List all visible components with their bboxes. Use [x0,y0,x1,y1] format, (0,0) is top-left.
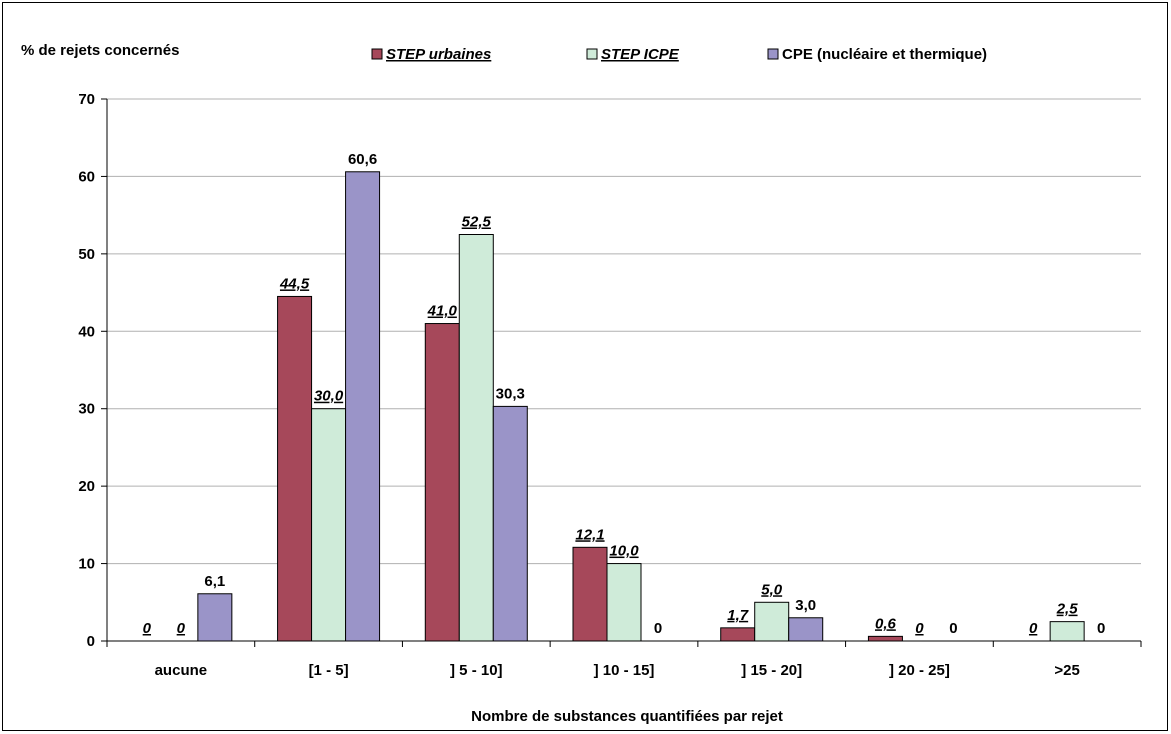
bar [572,546,608,642]
y-tick-label: 20 [78,478,95,495]
data-label: 41,0 [427,303,458,320]
data-label: 0 [915,620,924,637]
axes: 0 10 20 30 40 50 60 70 aucune [1 - 5] ] 5 - 10] ] 1… [78,91,1142,679]
bar [345,171,381,642]
bar-chart: 0 10 20 30 40 50 60 70 aucune [1 - 5] ] 5 - 10] ] 1… [21,42,1142,725]
bar [424,323,460,642]
x-tick-label: [1 - 5] [309,662,349,679]
bar [458,234,494,642]
data-label: 0 [654,620,662,637]
bar [606,563,642,642]
bar [492,405,528,642]
y-tick-label: 50 [78,246,95,263]
x-tick-label: ] 10 - 15] [594,662,655,679]
data-label: 10,0 [609,543,639,560]
legend-swatch [371,48,383,60]
data-label: 12,1 [575,526,604,543]
bar [867,635,903,642]
x-tick-label: >25 [1054,662,1079,679]
bar [311,408,347,642]
data-label: 30,3 [496,385,525,402]
data-label: 5,0 [761,581,783,598]
x-tick-label: ] 5 - 10] [450,662,503,679]
data-label: 0 [1097,620,1105,637]
legend-label: CPE (nucléaire et thermique) [782,46,987,63]
data-label: 30,0 [314,388,344,405]
y-tick-label: 40 [78,323,95,340]
bar [197,593,233,642]
data-label: 52,5 [462,214,492,231]
data-label: 0 [949,620,957,637]
data-label: 0,6 [875,615,897,632]
x-tick-label: aucune [155,662,208,679]
bar [788,617,824,642]
data-label: 3,0 [795,597,816,614]
data-label: 0 [1029,620,1038,637]
bar [1049,621,1085,642]
x-tick-label: ] 20 - 25] [889,662,950,679]
y-axis-title: % de rejets concernés [21,42,179,59]
x-axis-title: Nombre de substances quantifiées par rej… [471,708,783,725]
y-tick-label: 30 [78,401,95,418]
x-tick-label: ] 15 - 20] [741,662,802,679]
data-label: 0 [177,620,186,637]
y-tick-label: 10 [78,556,95,573]
gridlines [107,98,1141,565]
data-label: 2,5 [1056,601,1079,618]
bar [277,295,313,642]
data-label: 0 [143,620,152,637]
y-tick-label: 0 [87,633,95,650]
legend-label: STEP ICPE [601,46,680,63]
data-labels: 0 44,5 41,0 12,1 1,7 0,6 0 0 30,0 52,5 10,0 5,0 0 2,5… [143,151,1106,637]
data-label: 60,6 [348,151,377,168]
legend-label: STEP urbaines [386,46,491,63]
data-label: 6,1 [204,573,225,590]
legend-swatch [586,48,598,60]
legend: STEP urbaines STEP ICPE CPE (nucléaire et … [371,46,987,63]
bar [754,601,790,642]
y-tick-label: 60 [78,168,95,185]
data-label: 44,5 [279,275,310,292]
bars [197,171,1085,642]
legend-swatch [767,48,779,60]
y-tick-label: 70 [78,91,95,108]
bar [720,627,756,642]
data-label: 1,7 [727,607,749,624]
